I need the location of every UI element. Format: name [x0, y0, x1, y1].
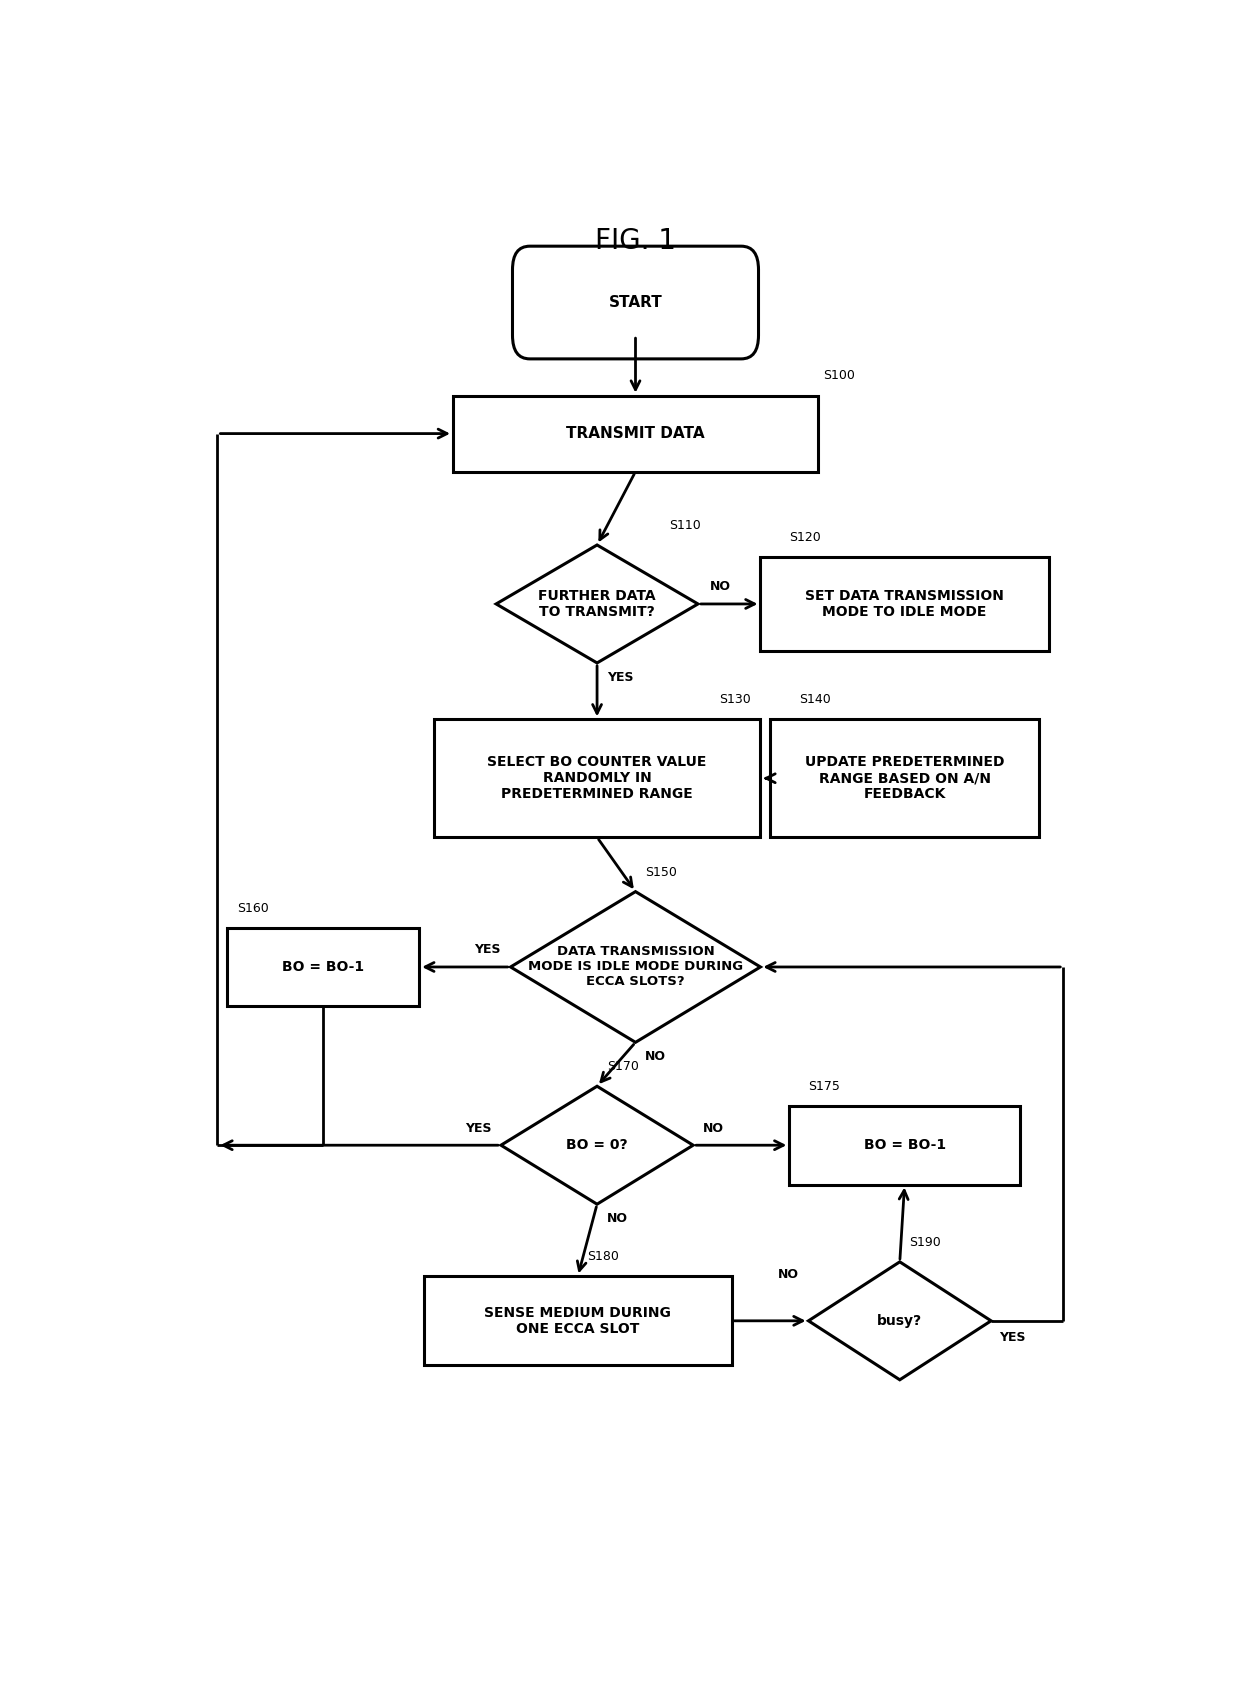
Text: S175: S175	[808, 1079, 841, 1093]
Bar	[760, 557, 1049, 652]
Bar	[789, 1106, 1019, 1185]
Text: START: START	[609, 294, 662, 310]
Text: BO = 0?: BO = 0?	[567, 1139, 627, 1152]
Text: S120: S120	[789, 531, 821, 543]
Text: NO: NO	[777, 1268, 799, 1282]
Text: S180: S180	[588, 1251, 619, 1263]
Text: S150: S150	[645, 866, 677, 878]
Text: NO: NO	[709, 580, 730, 594]
Text: SET DATA TRANSMISSION
MODE TO IDLE MODE: SET DATA TRANSMISSION MODE TO IDLE MODE	[805, 589, 1004, 620]
Text: YES: YES	[998, 1331, 1025, 1345]
Polygon shape	[496, 545, 698, 664]
Text: NO: NO	[703, 1122, 724, 1135]
Bar	[434, 720, 760, 837]
Text: SENSE MEDIUM DURING
ONE ECCA SLOT: SENSE MEDIUM DURING ONE ECCA SLOT	[485, 1305, 671, 1336]
Text: S100: S100	[823, 369, 854, 383]
Text: S130: S130	[719, 693, 751, 706]
Text: BO = BO-1: BO = BO-1	[863, 1139, 946, 1152]
Text: YES: YES	[465, 1122, 491, 1135]
Text: TRANSMIT DATA: TRANSMIT DATA	[567, 426, 704, 441]
Bar	[227, 928, 419, 1006]
Text: UPDATE PREDETERMINED
RANGE BASED ON A/N
FEEDBACK: UPDATE PREDETERMINED RANGE BASED ON A/N …	[805, 756, 1004, 802]
Text: BO = BO-1: BO = BO-1	[283, 960, 365, 974]
Polygon shape	[808, 1261, 991, 1380]
Text: DATA TRANSMISSION
MODE IS IDLE MODE DURING
ECCA SLOTS?: DATA TRANSMISSION MODE IS IDLE MODE DURI…	[528, 946, 743, 989]
Text: S140: S140	[799, 693, 831, 706]
Text: S110: S110	[670, 519, 701, 531]
Text: NO: NO	[606, 1212, 627, 1225]
Text: YES: YES	[606, 671, 634, 684]
Text: FIG. 1: FIG. 1	[595, 226, 676, 255]
Bar	[453, 395, 818, 471]
Polygon shape	[511, 892, 760, 1042]
Text: S170: S170	[606, 1060, 639, 1074]
Bar	[424, 1276, 732, 1365]
Text: FURTHER DATA
TO TRANSMIT?: FURTHER DATA TO TRANSMIT?	[538, 589, 656, 620]
Text: YES: YES	[475, 943, 501, 957]
Text: S190: S190	[909, 1236, 941, 1249]
Text: busy?: busy?	[877, 1314, 923, 1328]
Polygon shape	[501, 1086, 693, 1205]
Bar	[770, 720, 1039, 837]
Text: SELECT BO COUNTER VALUE
RANDOMLY IN
PREDETERMINED RANGE: SELECT BO COUNTER VALUE RANDOMLY IN PRED…	[487, 756, 707, 802]
FancyBboxPatch shape	[512, 247, 759, 359]
Text: S160: S160	[237, 902, 268, 914]
Text: NO: NO	[645, 1050, 666, 1064]
